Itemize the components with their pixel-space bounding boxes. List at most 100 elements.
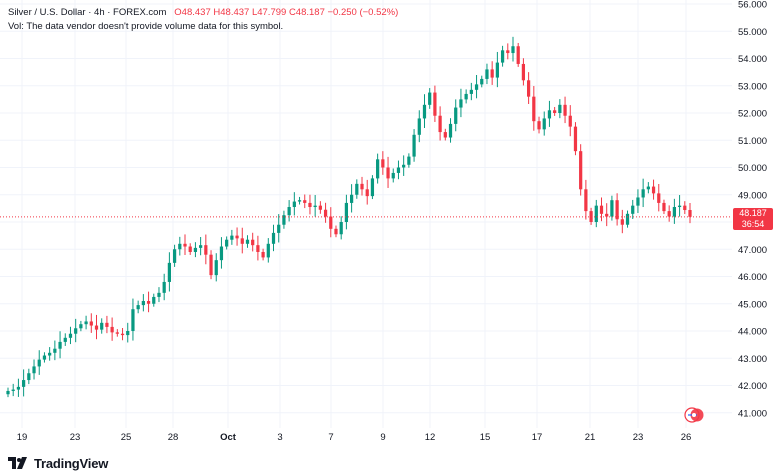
chart-canvas[interactable] xyxy=(0,0,732,428)
price-tick-label: 44.000 xyxy=(738,327,767,338)
candle-body xyxy=(542,118,546,130)
time-tick-label: 26 xyxy=(681,432,692,443)
candle-body xyxy=(688,210,692,217)
candle-body xyxy=(245,239,250,244)
candle-body xyxy=(438,115,442,133)
time-tick-label: 21 xyxy=(585,432,596,443)
candle-body xyxy=(553,110,557,113)
candle-body xyxy=(448,123,453,138)
candle-body xyxy=(141,301,145,306)
candle-body xyxy=(651,186,656,194)
candle-body xyxy=(313,205,317,208)
candle-body xyxy=(620,219,624,225)
candle-body xyxy=(266,243,270,258)
time-tick-label: Oct xyxy=(220,432,237,443)
time-axis-labels: 19 23 25 28 Oct 3 7 9 12 15 17 21 23 26 xyxy=(17,432,692,443)
candle-body xyxy=(412,134,416,157)
candle-body xyxy=(323,209,328,217)
candle-body xyxy=(167,262,172,282)
candle-body xyxy=(433,92,437,116)
candle-body xyxy=(631,205,635,214)
candle-body xyxy=(402,164,406,168)
candle-body xyxy=(105,322,109,327)
chart-legend: Silver / U.S. Dollar · 4h · FOREX.com O4… xyxy=(8,6,398,34)
candle-body xyxy=(662,202,666,212)
candle-body xyxy=(657,193,661,203)
symbol-description[interactable]: Silver / U.S. Dollar · 4h · FOREX.com xyxy=(8,7,167,18)
candle-body xyxy=(297,200,302,202)
chart-settings-icon xyxy=(684,407,704,423)
time-tick-label: 25 xyxy=(121,432,132,443)
time-axis[interactable]: 19 23 25 28 Oct 3 7 9 12 15 17 21 23 26 xyxy=(0,428,732,446)
low-value: L47.799 xyxy=(251,7,287,18)
volume-note: Vol: The data vendor doesn't provide vol… xyxy=(8,21,284,32)
candle-body xyxy=(500,50,505,63)
chart-settings-button[interactable] xyxy=(683,405,707,425)
candle-body xyxy=(287,207,291,216)
tradingview-logo-icon xyxy=(8,457,27,469)
candle-body xyxy=(422,104,427,119)
candle-body xyxy=(292,201,296,208)
candle-body xyxy=(58,341,62,349)
candle-body xyxy=(6,390,10,395)
candle-body xyxy=(225,239,229,247)
high-value: H48.437 xyxy=(213,7,250,18)
candle-body xyxy=(428,92,432,105)
time-tick-label: 23 xyxy=(633,432,644,443)
candle-body xyxy=(89,321,93,326)
price-tick-label: 55.000 xyxy=(738,27,767,38)
candle-body xyxy=(199,245,203,248)
candle-body xyxy=(646,186,650,190)
candle-body xyxy=(204,245,208,255)
candle-body xyxy=(672,207,676,217)
candle-body xyxy=(261,251,265,258)
close-value: C48.187 xyxy=(288,7,325,18)
candle-body xyxy=(610,200,614,217)
candle-body xyxy=(641,189,645,198)
price-tick-label: 47.000 xyxy=(738,245,767,256)
candle-body xyxy=(370,178,375,197)
price-tick-label: 53.000 xyxy=(738,81,767,92)
candle-body xyxy=(100,322,104,330)
candle-body xyxy=(32,366,36,374)
candle-body xyxy=(563,104,567,116)
candle-body xyxy=(74,328,78,334)
candle-body xyxy=(683,205,687,211)
candle-body xyxy=(209,254,213,276)
candle-body xyxy=(303,200,307,203)
candle-body xyxy=(417,118,421,135)
candle-body xyxy=(547,110,552,119)
last-price-badge: 48.187 36:54 xyxy=(733,208,773,230)
candle-body xyxy=(277,224,281,233)
candlestick-chart xyxy=(0,0,732,428)
candle-body xyxy=(490,69,494,78)
candle-body xyxy=(349,194,354,203)
candle-body xyxy=(162,281,166,293)
candle-body xyxy=(68,333,73,338)
candle-body xyxy=(464,93,468,100)
open-value: O48.437 xyxy=(174,7,211,18)
time-tick-label: 9 xyxy=(380,432,385,443)
candle-body xyxy=(110,326,114,333)
candle-body xyxy=(360,183,364,190)
candle-body xyxy=(599,205,604,214)
candle-body xyxy=(485,69,489,79)
candle-body xyxy=(219,246,224,261)
price-tick-label: 54.000 xyxy=(738,54,767,65)
time-tick-label: 12 xyxy=(425,432,436,443)
price-tick-label: 45.000 xyxy=(738,299,767,310)
candle-body xyxy=(146,301,151,304)
candle-body xyxy=(568,115,572,127)
candle-body xyxy=(443,132,447,138)
price-tick-label: 46.000 xyxy=(738,272,767,283)
candle-body xyxy=(334,228,338,235)
candle-body xyxy=(37,359,41,367)
candle-body xyxy=(376,159,380,179)
branding[interactable]: TradingView xyxy=(8,456,108,471)
price-axis[interactable]: 56.000 55.000 54.000 53.000 52.000 51.000 50.0… xyxy=(732,0,780,428)
candle-body xyxy=(584,189,588,212)
time-tick-label: 7 xyxy=(328,432,333,443)
candle-body xyxy=(537,121,541,130)
price-tick-label: 50.000 xyxy=(738,163,767,174)
candle-body xyxy=(11,389,15,391)
